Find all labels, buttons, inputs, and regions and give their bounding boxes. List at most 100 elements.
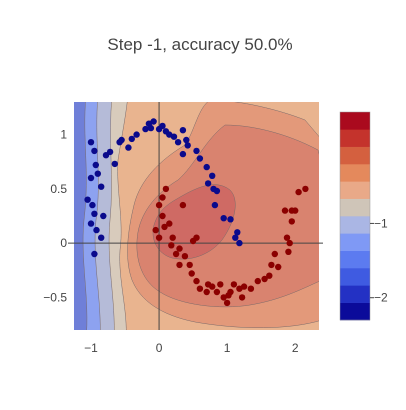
x-tick-label: 2 xyxy=(292,341,299,355)
data-point xyxy=(281,207,289,214)
colorbar-swatch xyxy=(340,285,370,303)
colorbar-swatch xyxy=(340,250,370,269)
data-point xyxy=(152,226,159,234)
data-point xyxy=(98,183,105,190)
data-point xyxy=(211,201,219,209)
data-point xyxy=(193,234,200,241)
data-point xyxy=(234,229,241,236)
data-point xyxy=(213,187,221,195)
data-point xyxy=(203,163,210,171)
data-point xyxy=(286,239,293,247)
data-point xyxy=(176,261,183,269)
data-point xyxy=(87,174,95,182)
data-point xyxy=(261,275,268,283)
data-point xyxy=(84,196,91,203)
data-point xyxy=(223,299,231,307)
data-point xyxy=(179,127,187,134)
data-point xyxy=(93,226,100,234)
data-point xyxy=(159,122,166,130)
data-point xyxy=(184,142,191,149)
axes: −1 0 1 2 −0.5 0 0.5 1 xyxy=(43,102,323,355)
data-point xyxy=(174,139,182,146)
data-point xyxy=(209,172,216,179)
data-point xyxy=(176,245,183,252)
colorbar-swatch xyxy=(340,164,370,182)
data-point xyxy=(266,272,273,279)
data-point xyxy=(179,150,187,158)
y-tick-label: 0.5 xyxy=(50,182,67,196)
x-tick-label: 0 xyxy=(156,341,163,355)
data-point xyxy=(125,144,132,151)
data-point xyxy=(292,207,299,214)
data-point xyxy=(240,283,248,290)
data-point xyxy=(91,147,98,155)
data-point xyxy=(238,294,246,301)
data-point xyxy=(161,223,168,231)
data-point xyxy=(271,250,278,258)
data-point xyxy=(179,201,187,209)
data-point xyxy=(155,201,163,209)
data-point xyxy=(285,248,292,255)
data-point xyxy=(91,210,98,217)
data-point xyxy=(91,250,98,258)
data-point xyxy=(254,277,261,285)
data-point xyxy=(186,261,193,269)
x-tick-label: −1 xyxy=(84,341,98,355)
data-point xyxy=(94,170,102,177)
scatter-points xyxy=(84,118,309,307)
data-point xyxy=(172,250,180,258)
colorbar-tick-label: −1 xyxy=(374,216,388,230)
data-point xyxy=(283,234,291,241)
colorbar-swatch xyxy=(340,268,370,286)
data-point xyxy=(170,133,178,140)
data-point xyxy=(236,239,243,247)
data-point xyxy=(220,215,227,222)
colorbar-swatch xyxy=(340,129,370,147)
colorbar-swatch xyxy=(340,216,370,234)
y-tick-label: 0 xyxy=(60,236,67,250)
data-point xyxy=(230,281,238,288)
data-point xyxy=(183,136,190,144)
data-point xyxy=(92,161,100,169)
data-point xyxy=(193,277,200,285)
colorbar-swatch xyxy=(340,302,370,321)
colorbar-swatch xyxy=(340,233,370,251)
data-point xyxy=(147,124,155,132)
data-point xyxy=(162,185,170,193)
data-point xyxy=(128,135,135,143)
decision-contours xyxy=(74,102,319,330)
data-point xyxy=(225,292,232,299)
data-point xyxy=(217,281,224,288)
y-tick-label: −0.5 xyxy=(43,290,67,304)
data-point xyxy=(232,234,239,241)
data-point xyxy=(111,160,119,168)
data-point xyxy=(213,288,221,296)
data-point xyxy=(166,220,173,227)
colorbar-swatch xyxy=(340,146,370,165)
data-point xyxy=(196,155,204,162)
chart-title: Step -1, accuracy 50.0% xyxy=(107,35,292,54)
data-point xyxy=(89,201,96,209)
data-point xyxy=(275,263,282,271)
data-point xyxy=(302,185,309,193)
data-point xyxy=(155,234,163,241)
data-point xyxy=(181,253,189,260)
y-tick-label: 1 xyxy=(60,128,67,142)
data-point xyxy=(203,288,210,296)
data-point xyxy=(100,212,107,220)
data-point xyxy=(220,294,227,301)
data-point xyxy=(118,136,125,144)
data-point xyxy=(159,212,166,220)
data-point xyxy=(209,283,216,290)
data-point xyxy=(98,234,105,241)
data-point xyxy=(168,242,175,249)
data-point xyxy=(106,148,114,156)
colorbar: −1 −2 xyxy=(339,111,388,321)
data-point xyxy=(268,261,275,269)
data-point xyxy=(169,234,176,241)
colorbar-swatch xyxy=(340,198,370,217)
colorbar-tick-label: −2 xyxy=(374,291,388,305)
data-point xyxy=(193,147,200,155)
data-point xyxy=(159,194,166,201)
data-point xyxy=(133,131,140,138)
